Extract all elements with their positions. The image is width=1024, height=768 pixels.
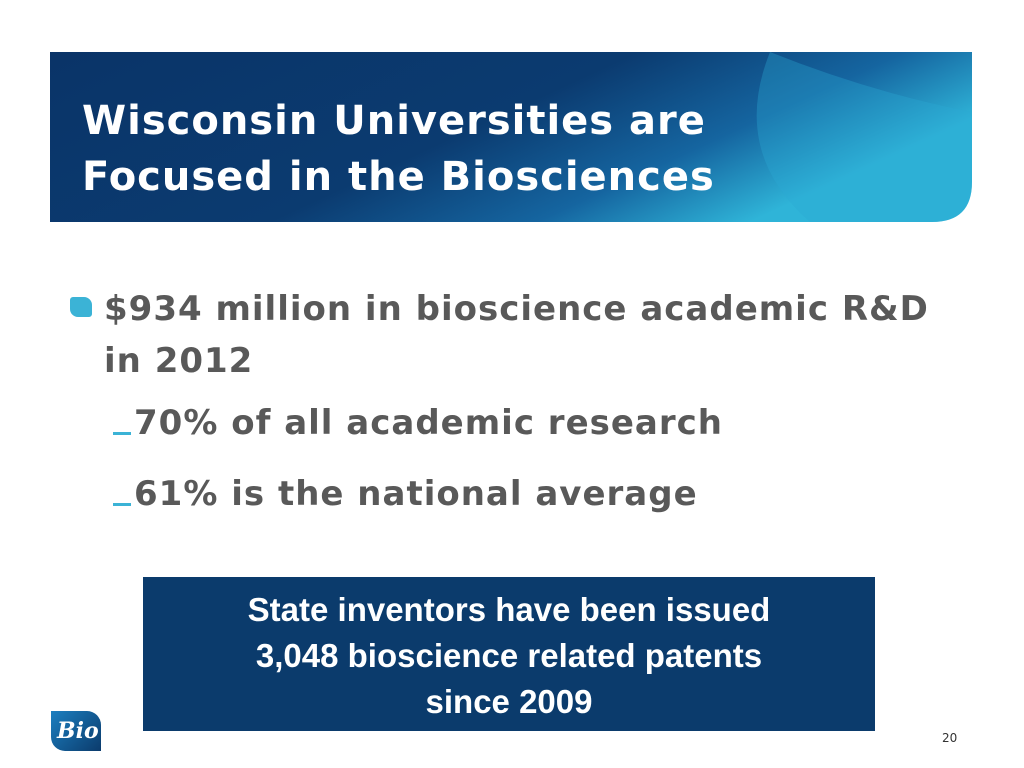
title-line: Focused in the Biosciences <box>82 154 715 200</box>
sub-bullet: 70% of all academic research <box>134 403 723 443</box>
bullet-marker <box>70 297 92 317</box>
title-line: Wisconsin Universities are <box>82 98 706 144</box>
sub-bullet-dash <box>113 503 131 506</box>
callout-line: 3,048 bioscience related patents <box>255 637 763 674</box>
sub-bullet: 61% is the national average <box>134 474 698 514</box>
page-number: 20 <box>942 731 958 745</box>
callout-box: State inventors have been issued 3,048 b… <box>143 577 875 731</box>
bullet-text: $934 million in bioscience academic R&D … <box>104 289 929 381</box>
logo: Bio <box>51 711 101 751</box>
sub-bullet-dash <box>113 432 131 435</box>
callout-line: State inventors have been issued <box>247 591 771 628</box>
header-banner <box>50 52 972 222</box>
callout-line: since 2009 <box>425 683 593 720</box>
